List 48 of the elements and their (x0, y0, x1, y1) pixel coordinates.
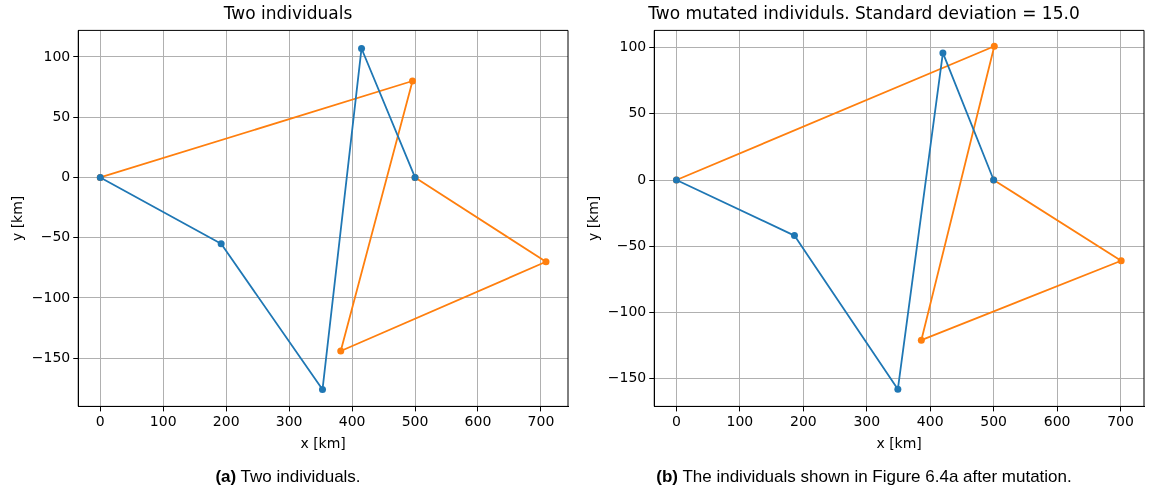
point (337, 347, 345, 355)
y-tick-label: 50 (628, 104, 647, 121)
x-axis-title: x [km] (876, 435, 922, 452)
point (319, 386, 326, 394)
text: (a) Two individuals. (214, 467, 362, 487)
x-tick-label: 400 (338, 413, 366, 430)
point (217, 240, 225, 248)
y-tick-label: −150 (607, 369, 647, 386)
point (358, 44, 366, 52)
text: (b) The individuals shown in Figure 6.4a after mutation. (655, 467, 1073, 487)
y-tick-label: 0 (61, 168, 71, 185)
point (939, 49, 947, 57)
x-tick-label: 0 (671, 413, 681, 430)
x-tick-label: 200 (789, 413, 817, 430)
x-tick-label: 700 (527, 413, 555, 430)
point (409, 77, 417, 85)
x-tick-label: 600 (464, 413, 492, 430)
y-tick-label: −100 (31, 288, 71, 305)
y-axis-title: y [km] (585, 195, 602, 242)
x-tick-label: 400 (916, 413, 944, 430)
y-tick-label: −50 (616, 236, 647, 253)
point (990, 42, 998, 50)
x-axis-title: x [km] (300, 435, 346, 452)
y-tick-label: 50 (52, 107, 71, 124)
y-tick-label: 0 (637, 170, 647, 187)
chart-title: Two individuals (222, 2, 353, 23)
x-tick-label: 100 (726, 413, 754, 430)
y-tick-label: −50 (40, 228, 71, 245)
x-tick-label: 0 (95, 413, 105, 430)
point (790, 232, 798, 240)
x-tick-label: 700 (1107, 413, 1134, 430)
x-tick-label: 500 (401, 413, 429, 430)
y-tick-label: 100 (619, 38, 647, 55)
x-tick-label: 200 (212, 413, 240, 430)
point (917, 336, 925, 344)
y-tick-label: −100 (607, 303, 647, 320)
point (1117, 257, 1125, 265)
y-tick-label: −150 (31, 348, 71, 365)
y-axis-title: y [km] (9, 195, 26, 242)
x-tick-label: 300 (275, 413, 303, 430)
point (542, 258, 550, 266)
x-tick-label: 100 (149, 413, 177, 430)
y-tick-label: 100 (43, 47, 71, 64)
x-tick-label: 500 (980, 413, 1008, 430)
chart-title: Two mutated individuls. Standard deviation = 15.0 (647, 2, 1080, 23)
point (894, 385, 902, 393)
x-tick-label: 300 (853, 413, 881, 430)
x-tick-label: 600 (1043, 413, 1071, 430)
